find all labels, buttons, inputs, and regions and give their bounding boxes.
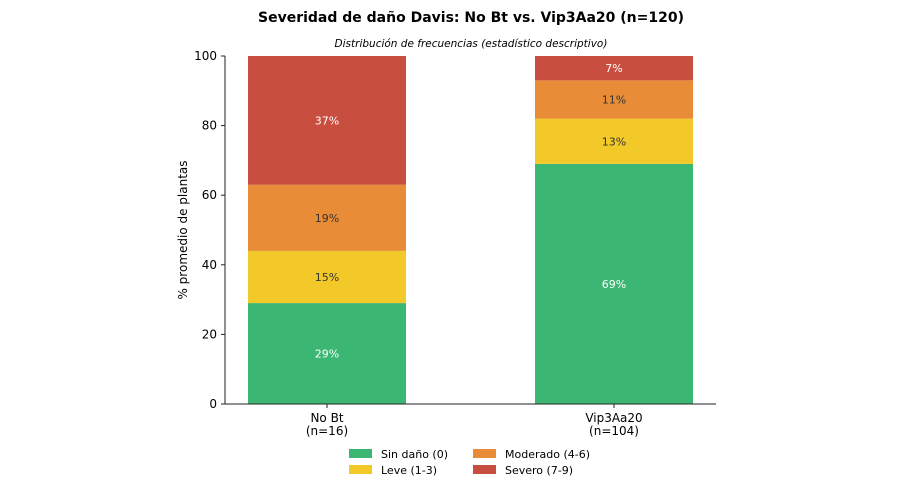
data-label: 37% [315,114,339,127]
bar-segment [248,184,406,251]
legend-label: Leve (1-3) [381,464,437,477]
plot-area: 29% 15% 19% 37% 69% 13% 11% 7% 0 20 40 60 80 100 No Bt… [194,49,716,438]
x-tick-label: No Bt [310,411,343,425]
bar-segment [535,118,693,164]
legend-swatch [473,465,496,474]
bar-segment [248,56,406,185]
y-tick-label: 60 [202,188,217,202]
y-tick-label: 0 [209,397,217,411]
data-label: 11% [602,94,626,107]
legend-label: Sin daño (0) [381,448,448,461]
y-tick-label: 20 [202,327,217,341]
data-label: 7% [605,62,622,75]
bar-segment [535,80,693,119]
x-tick-label: Vip3Aa20 [585,411,642,425]
data-label: 29% [315,348,339,361]
legend-swatch [349,449,372,458]
x-tick-label: (n=16) [306,424,348,438]
y-tick-label: 80 [202,119,217,133]
legend-label: Moderado (4-6) [505,448,590,461]
x-tick-label: (n=104) [589,424,639,438]
data-label: 19% [315,212,339,225]
bar-segment [248,303,406,404]
legend-swatch [473,449,496,458]
chart-subtitle: Distribución de frecuencias (estadístico… [335,38,608,50]
chart-title: Severidad de daño Davis: No Bt vs. Vip3A… [258,10,684,26]
data-label: 15% [315,271,339,284]
bar-segment [248,250,406,304]
bar-segment [535,56,693,81]
y-tick-label: 100 [194,49,217,63]
legend-label: Severo (7-9) [505,464,573,477]
legend-swatch [349,465,372,474]
y-tick-label: 40 [202,258,217,272]
data-label: 69% [602,278,626,291]
bar-segment [535,163,693,404]
legend: Sin daño (0) Leve (1-3) Moderado (4-6) Seve… [349,448,590,477]
y-axis-label: % promedio de plantas [176,160,190,299]
data-label: 13% [602,135,626,148]
